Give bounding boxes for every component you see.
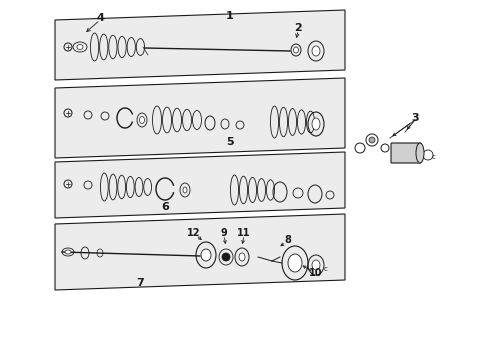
Ellipse shape xyxy=(77,45,83,49)
Polygon shape xyxy=(55,214,345,290)
Ellipse shape xyxy=(183,187,187,193)
Text: 1: 1 xyxy=(226,11,234,21)
Text: 5: 5 xyxy=(226,137,234,147)
Ellipse shape xyxy=(312,260,320,270)
Ellipse shape xyxy=(312,46,320,56)
Text: 9: 9 xyxy=(220,228,227,238)
Text: 7: 7 xyxy=(136,278,144,288)
Ellipse shape xyxy=(294,47,298,53)
Ellipse shape xyxy=(416,143,424,163)
Ellipse shape xyxy=(201,249,211,261)
Circle shape xyxy=(222,253,230,261)
Polygon shape xyxy=(55,78,345,158)
Text: 6: 6 xyxy=(161,202,169,212)
Text: 2: 2 xyxy=(294,23,302,33)
Ellipse shape xyxy=(140,117,145,123)
Text: 8: 8 xyxy=(285,235,292,245)
Text: c: c xyxy=(432,154,436,160)
Text: 11: 11 xyxy=(237,228,251,238)
Ellipse shape xyxy=(288,254,302,272)
FancyBboxPatch shape xyxy=(391,143,421,163)
Text: 4: 4 xyxy=(96,13,104,23)
Ellipse shape xyxy=(65,250,71,254)
Text: 3: 3 xyxy=(411,113,419,123)
Text: c: c xyxy=(324,266,328,272)
Ellipse shape xyxy=(312,118,320,130)
Polygon shape xyxy=(55,10,345,80)
Text: 10: 10 xyxy=(309,268,323,278)
Ellipse shape xyxy=(239,253,245,261)
Circle shape xyxy=(369,137,375,143)
Text: 12: 12 xyxy=(187,228,201,238)
Polygon shape xyxy=(55,152,345,218)
